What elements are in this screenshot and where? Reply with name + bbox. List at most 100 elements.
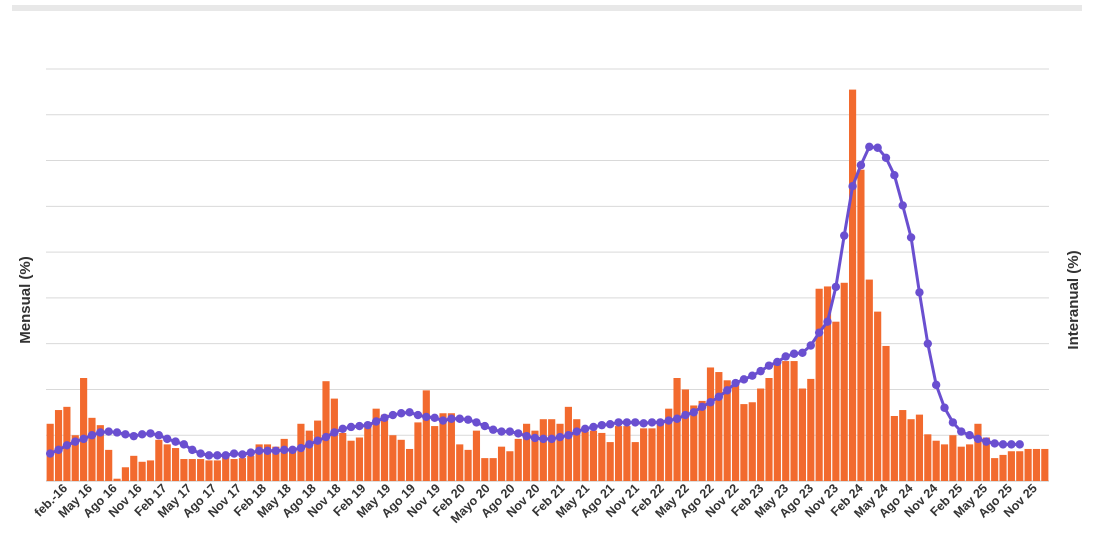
bar (280, 438, 288, 481)
bar (105, 449, 113, 481)
bar (731, 384, 740, 481)
bar (355, 437, 364, 481)
bar (698, 400, 706, 481)
line-point (104, 427, 113, 436)
line-point (923, 339, 933, 348)
line-point (213, 451, 222, 460)
bar (807, 378, 815, 481)
bar (974, 423, 982, 481)
bar (372, 408, 380, 481)
bar (314, 420, 322, 481)
line-point (672, 414, 682, 423)
bar (54, 410, 63, 481)
bar (773, 364, 781, 481)
line-point (330, 428, 339, 437)
bar (155, 439, 163, 481)
line-point (204, 451, 214, 460)
line-point (898, 201, 907, 210)
line-point (522, 431, 531, 441)
line-point (296, 443, 306, 453)
line-point (146, 429, 155, 438)
bar (171, 448, 180, 481)
bar (422, 390, 430, 481)
line-point (196, 449, 205, 458)
bar (589, 430, 598, 481)
line-point (756, 366, 765, 376)
line-point (873, 143, 882, 152)
line-point (915, 288, 924, 297)
bar (414, 422, 422, 481)
line-point (739, 375, 749, 384)
bar (957, 446, 965, 481)
bar (523, 423, 531, 481)
bar (514, 438, 522, 481)
line-point (948, 418, 958, 427)
line-point (96, 428, 105, 437)
line-point (631, 418, 640, 427)
bar (1032, 448, 1041, 481)
bar (823, 286, 832, 481)
line-point (363, 420, 372, 430)
line-point (714, 392, 724, 401)
line-point (380, 413, 389, 423)
bar (447, 413, 455, 481)
line-point (388, 410, 398, 420)
bar (949, 435, 957, 481)
line-point (731, 378, 740, 388)
line-point (480, 421, 490, 431)
bar (665, 408, 673, 481)
bar (1024, 448, 1032, 481)
line-point (271, 446, 281, 455)
bar (88, 417, 96, 481)
line-point (831, 282, 841, 292)
line-point (254, 446, 264, 455)
line-point (121, 430, 130, 439)
line-point (840, 231, 849, 240)
line-point (87, 431, 97, 440)
bar (439, 413, 447, 481)
line-point (957, 427, 966, 436)
bar (857, 169, 865, 481)
bar (765, 378, 773, 481)
bar (681, 389, 689, 481)
bar (263, 444, 272, 481)
line-point (823, 317, 832, 326)
bar (757, 388, 765, 481)
bar (489, 458, 497, 481)
bar (556, 423, 564, 481)
line-point (998, 440, 1008, 449)
bar (330, 398, 338, 481)
bar (497, 446, 506, 481)
line-point (639, 419, 648, 428)
line-point (280, 445, 289, 455)
line-point (54, 445, 63, 455)
line-point (990, 439, 999, 448)
line-point (463, 415, 473, 424)
line-point (723, 386, 732, 395)
bar (631, 442, 639, 481)
top-band (12, 5, 1082, 11)
gridlines (46, 68, 1049, 482)
bar (71, 435, 79, 481)
line-point (305, 440, 314, 449)
bar (222, 457, 230, 481)
bar (815, 288, 823, 481)
line-point (497, 427, 506, 436)
bar (790, 361, 798, 481)
bar (706, 367, 715, 481)
line-point (45, 449, 55, 458)
bar (606, 442, 614, 481)
bar (113, 478, 121, 481)
bar (205, 460, 213, 481)
bar (648, 428, 656, 481)
line-point (597, 420, 607, 430)
line-point (355, 421, 364, 431)
bar (180, 459, 188, 481)
line-point (806, 341, 815, 350)
line-point (422, 412, 431, 422)
line-point (973, 434, 983, 444)
line-point (789, 349, 799, 358)
bar (690, 405, 698, 481)
line-point (229, 449, 239, 458)
line-point (931, 380, 941, 390)
